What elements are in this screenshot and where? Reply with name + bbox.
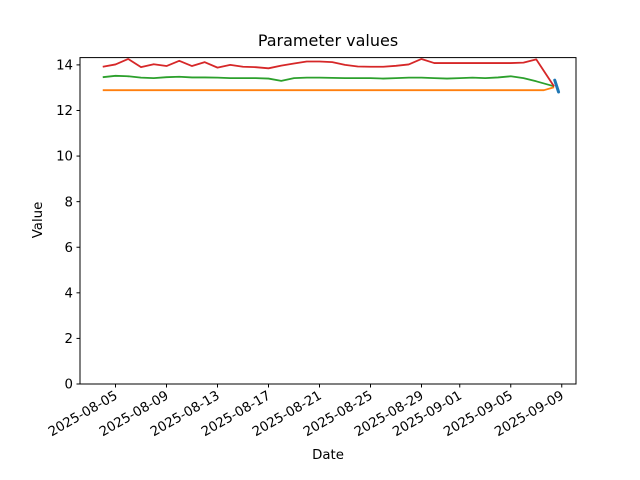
x-axis-label: Date: [312, 448, 344, 463]
y-tick-label: 12: [56, 104, 73, 119]
series-green-line: [102, 74, 555, 88]
y-tick-label: 8: [65, 195, 73, 210]
series-orange-line: [102, 86, 555, 92]
y-tick-label: 6: [65, 241, 73, 256]
y-axis-ticks: [76, 64, 80, 385]
chart-title: Parameter values: [258, 31, 398, 50]
y-axis-tick-labels: 0 2 4 6 8 10 12 14: [56, 58, 73, 392]
axes-spines: [79, 57, 577, 385]
y-axis-label: Value: [31, 202, 46, 239]
x-axis-ticks: [115, 384, 563, 388]
x-axis-tick-labels: 2025-08-052025-08-092025-08-132025-08-17…: [46, 388, 567, 440]
y-tick-label: 4: [65, 286, 73, 301]
series-red-line: [102, 58, 555, 88]
y-tick-label: 0: [65, 378, 73, 393]
y-tick-label: 2: [65, 332, 73, 347]
y-tick-label: 14: [56, 58, 73, 73]
plot-lines: [102, 58, 561, 94]
series-blue-line: [553, 78, 561, 94]
y-tick-label: 10: [56, 150, 73, 165]
